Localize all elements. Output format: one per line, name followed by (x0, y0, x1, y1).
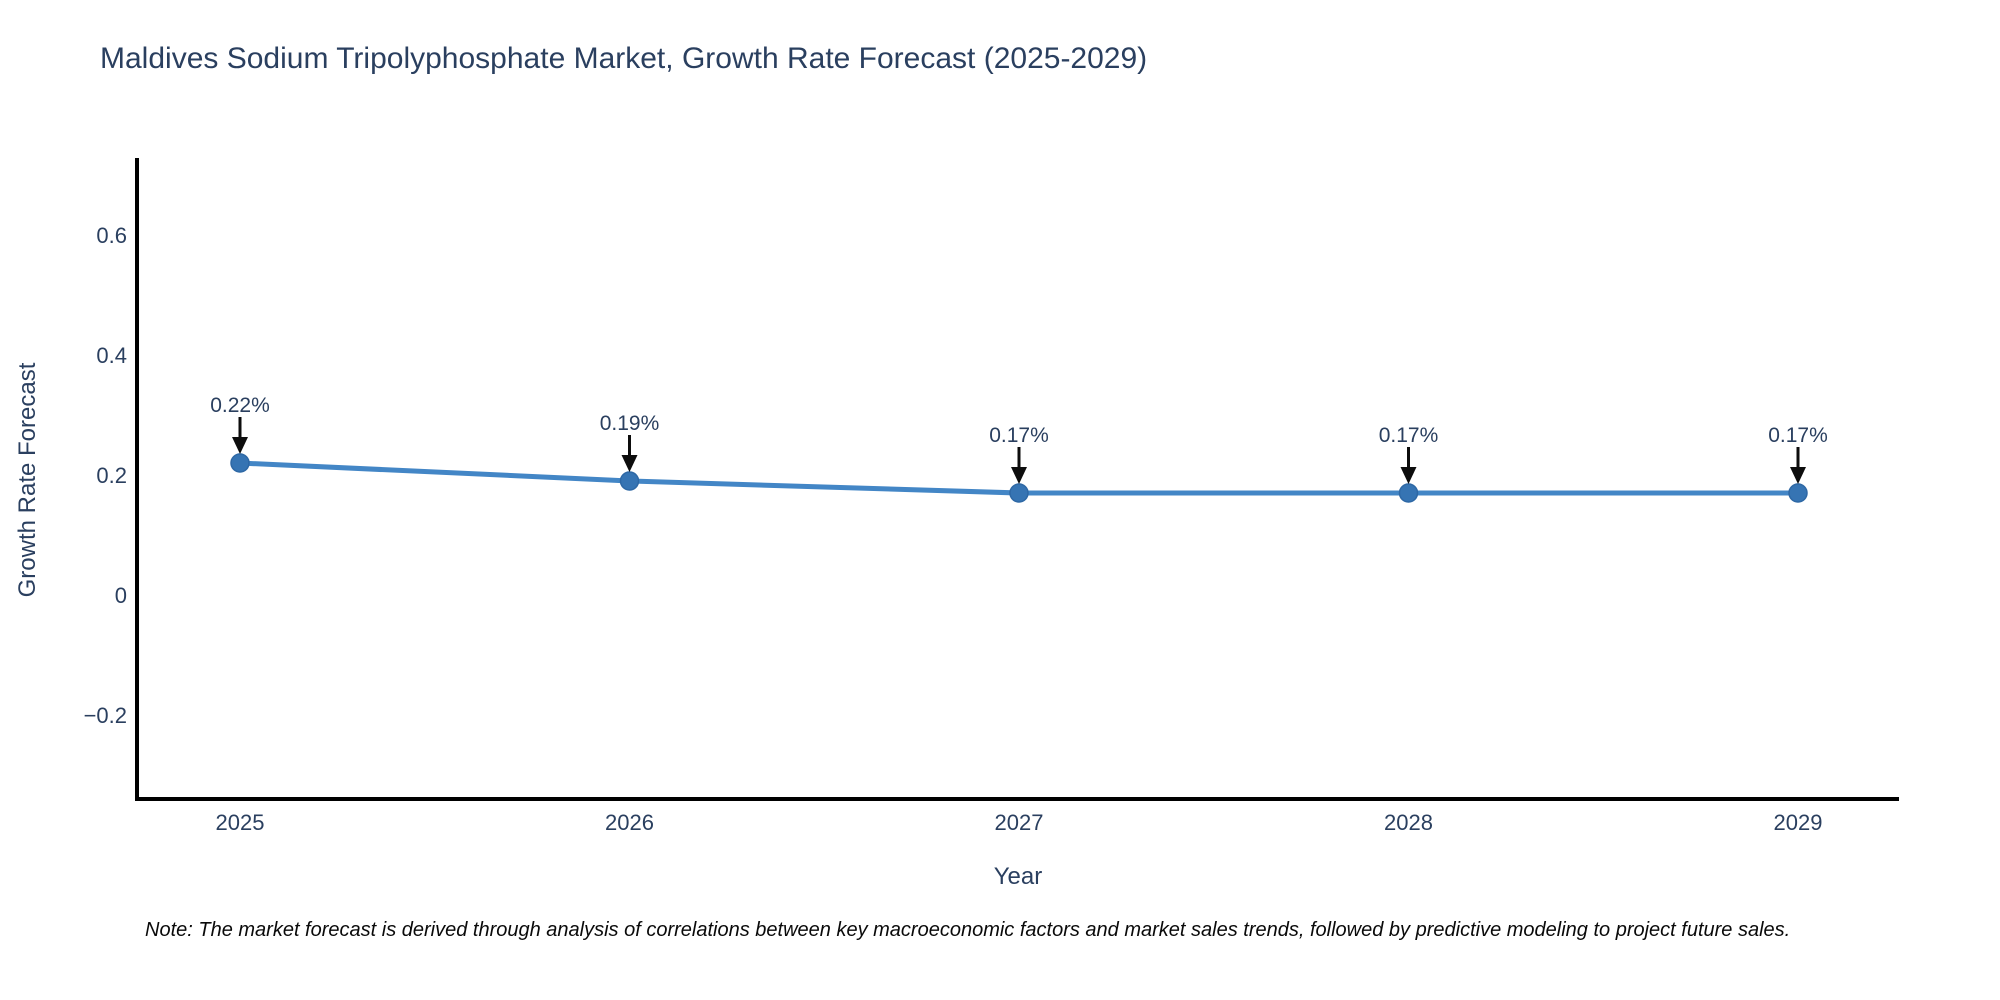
y-tick-label: 0.4 (96, 343, 127, 368)
annotation-arrowhead-icon (621, 455, 638, 472)
x-tick-label: 2028 (1384, 810, 1433, 835)
y-axis-spine (135, 158, 139, 801)
data-point-2027 (1009, 483, 1029, 503)
x-axis-spine (135, 797, 1899, 801)
y-tick-label: 0 (115, 583, 127, 608)
point-label: 0.22% (210, 394, 270, 417)
x-tick-label: 2027 (995, 810, 1044, 835)
y-tick-label: 0.2 (96, 463, 127, 488)
point-label: 0.17% (1379, 424, 1439, 447)
annotation-arrowhead-icon (1011, 467, 1027, 484)
x-tick-label: 2026 (605, 810, 654, 835)
annotation-arrowhead-icon (232, 437, 248, 454)
x-tick-label: 2029 (1774, 810, 1823, 835)
point-label: 0.17% (989, 424, 1049, 447)
y-tick-label: −0.2 (84, 703, 127, 728)
data-point-2029 (1788, 483, 1808, 503)
data-point-2028 (1398, 483, 1419, 503)
data-point-2026 (619, 471, 640, 491)
annotation-arrowhead-icon (1790, 467, 1806, 484)
footnote-text: Note: The market forecast is derived thr… (145, 919, 1791, 941)
y-tick-label: 0.6 (96, 223, 127, 248)
point-label: 0.17% (1768, 424, 1828, 447)
data-point-2025 (230, 453, 250, 473)
chart-title: Maldives Sodium Tripolyphosphate Market,… (100, 42, 1148, 75)
x-tick-label: 2025 (216, 810, 265, 835)
x-axis-title: Year (993, 863, 1043, 890)
point-label: 0.19% (600, 412, 660, 435)
annotation-arrowhead-icon (1400, 467, 1417, 484)
